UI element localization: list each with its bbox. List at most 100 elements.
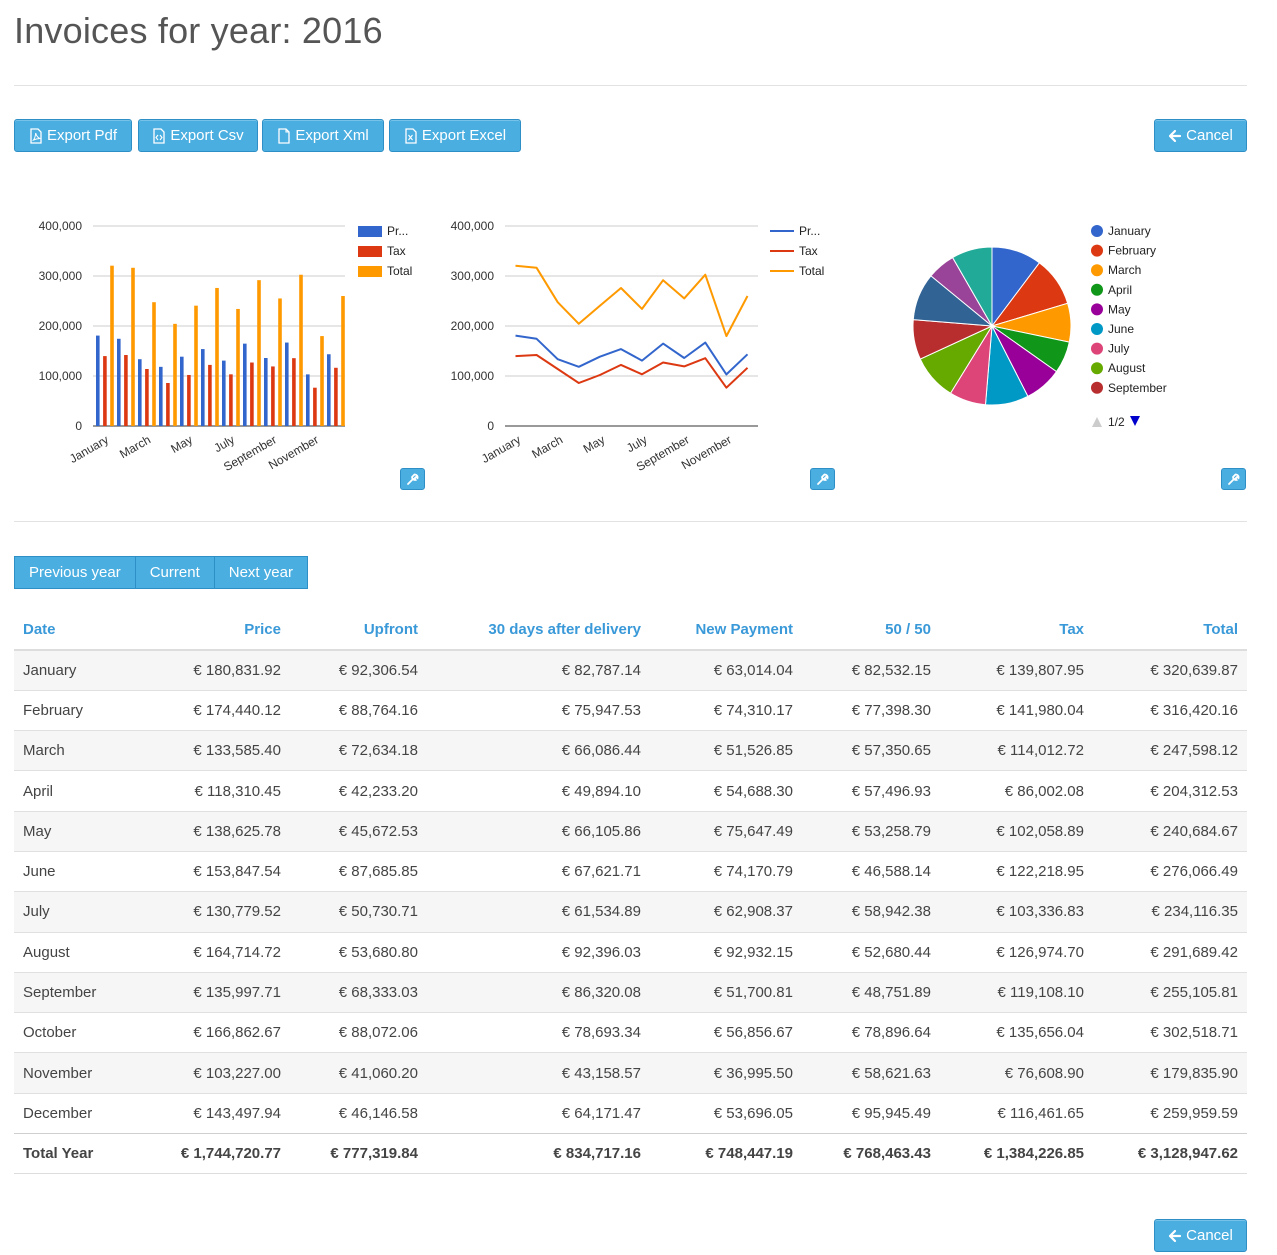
table-row: March € 133,585.40 € 72,634.18 € 66,086.44 €…: [14, 730, 1247, 771]
wrench-icon: [407, 473, 419, 485]
cell-price: € 153,847.54: [132, 850, 290, 892]
cell-tax: € 86,002.08: [940, 770, 1093, 812]
cell-new-payment: € 63,014.04: [650, 649, 802, 691]
legend-label: February: [1108, 244, 1156, 258]
bar: [257, 280, 261, 426]
pie-chart-settings-button[interactable]: [1221, 468, 1246, 490]
bar: [215, 287, 219, 426]
export-pdf-label: Export Pdf: [46, 127, 118, 144]
cell-30-days: € 78,693.34: [427, 1012, 650, 1053]
column-header-tax[interactable]: Tax: [940, 610, 1093, 651]
bar-chart-settings-button[interactable]: [400, 468, 425, 490]
bar: [313, 387, 317, 426]
column-header-30-days[interactable]: 30 days after delivery: [427, 610, 650, 651]
x-tick-label: March: [117, 432, 153, 461]
legend-label: Total: [387, 264, 412, 278]
legend-label: Total: [799, 264, 824, 278]
cell-price: € 133,585.40: [132, 730, 290, 771]
table-total-row: Total Year € 1,744,720.77 € 777,319.84 € 83…: [14, 1133, 1247, 1175]
legend-label: July: [1108, 342, 1129, 356]
cell-tax: € 102,058.89: [940, 810, 1093, 852]
current-year-button[interactable]: Current: [134, 556, 215, 589]
cell-date: April: [14, 770, 132, 812]
cell-date: November: [14, 1052, 132, 1094]
cell-price: € 135,997.71: [132, 971, 290, 1013]
legend-label: June: [1108, 322, 1134, 336]
legend-next-page-icon: [1130, 416, 1140, 426]
cell-30-days: € 66,105.86: [427, 810, 650, 852]
line-chart-panel: 0 100,000 200,000 300,000 400,000 January Marc…: [430, 205, 850, 495]
cell-price: € 103,227.00: [132, 1052, 290, 1094]
arrow-left-icon: [1169, 129, 1182, 142]
column-header-new-payment[interactable]: New Payment: [650, 610, 802, 651]
legend-swatch: [1091, 225, 1103, 237]
cell-upfront: € 88,764.16: [290, 689, 427, 731]
column-header-date[interactable]: Date: [14, 610, 132, 651]
column-header-50-50[interactable]: 50 / 50: [802, 610, 940, 651]
column-header-total[interactable]: Total: [1093, 610, 1247, 651]
legend-label: March: [1108, 263, 1141, 277]
bar: [306, 374, 310, 426]
cell-50-50: € 95,945.49: [802, 1092, 940, 1134]
table-row: February € 174,440.12 € 88,764.16 € 75,947.…: [14, 689, 1247, 731]
cell-price: € 164,714.72: [132, 931, 290, 973]
export-csv-button[interactable]: Export Csv: [138, 119, 258, 152]
x-tick-label: May: [168, 432, 195, 455]
file-icon: [278, 127, 290, 144]
export-xml-button[interactable]: Export Xml: [262, 119, 384, 152]
previous-year-button[interactable]: Previous year: [14, 556, 136, 589]
bar: [103, 356, 107, 426]
bar: [222, 360, 226, 426]
bar: [271, 366, 275, 426]
cell-date: June: [14, 850, 132, 892]
bar: [285, 342, 289, 426]
export-excel-label: Export Excel: [421, 127, 507, 144]
bar: [131, 267, 135, 426]
legend-label: April: [1108, 283, 1132, 297]
cell-price: € 174,440.12: [132, 689, 290, 731]
cell-new-payment: € 56,856.67: [650, 1012, 802, 1053]
table-row: September € 135,997.71 € 68,333.03 € 86,320…: [14, 971, 1247, 1013]
cell-new-payment: € 54,688.30: [650, 770, 802, 812]
pie-chart: January February March April May June July Augu…: [912, 224, 1167, 429]
line-chart-settings-button[interactable]: [810, 468, 835, 490]
legend-swatch: [1091, 303, 1103, 316]
cell-total: € 320,639.87: [1093, 649, 1247, 691]
cell-upfront: € 72,634.18: [290, 730, 427, 771]
bar: [145, 368, 149, 426]
cell-total: € 255,105.81: [1093, 971, 1247, 1013]
table-row: April € 118,310.45 € 42,233.20 € 49,894.10 €…: [14, 770, 1247, 812]
bar: [236, 308, 240, 426]
cell-price: € 166,862.67: [132, 1012, 290, 1053]
export-excel-button[interactable]: Export Excel: [389, 119, 521, 152]
cell-30-days: € 67,621.71: [427, 850, 650, 892]
cell-30-days: € 66,086.44: [427, 730, 650, 771]
bar: [96, 335, 100, 426]
column-header-price[interactable]: Price: [132, 610, 290, 651]
cell-price: € 138,625.78: [132, 810, 290, 852]
total-cell-30-days: € 834,717.16: [427, 1133, 650, 1175]
wrench-icon: [817, 473, 829, 485]
cell-price: € 118,310.45: [132, 770, 290, 812]
cell-total: € 291,689.42: [1093, 931, 1247, 973]
x-tick-label: March: [529, 432, 565, 461]
cell-total: € 240,684.67: [1093, 810, 1247, 852]
cell-tax: € 122,218.95: [940, 850, 1093, 892]
column-header-upfront[interactable]: Upfront: [290, 610, 427, 651]
bar: [159, 366, 163, 426]
cell-50-50: € 57,496.93: [802, 770, 940, 812]
cell-upfront: € 50,730.71: [290, 891, 427, 933]
cell-new-payment: € 51,526.85: [650, 730, 802, 771]
cell-30-days: € 43,158.57: [427, 1052, 650, 1094]
cancel-label: Cancel: [1186, 127, 1233, 144]
table-row: October € 166,862.67 € 88,072.06 € 78,693.3…: [14, 1012, 1247, 1053]
file-code-icon: [153, 127, 165, 144]
bar: [243, 343, 247, 426]
next-year-button[interactable]: Next year: [213, 556, 308, 589]
cell-new-payment: € 74,310.17: [650, 689, 802, 731]
bar: [138, 359, 142, 426]
total-cell-tax: € 1,384,226.85: [940, 1133, 1093, 1175]
cancel-button[interactable]: Cancel: [1154, 119, 1247, 152]
export-pdf-button[interactable]: Export Pdf: [14, 119, 132, 152]
cancel-button-bottom[interactable]: Cancel: [1154, 1219, 1247, 1252]
